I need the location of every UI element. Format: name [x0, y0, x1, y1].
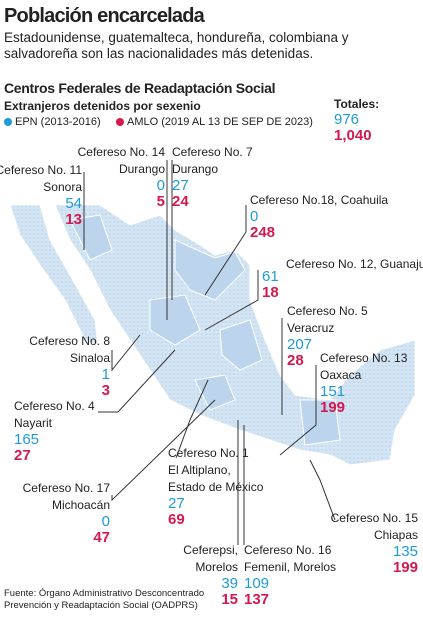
epn-value: 1: [101, 366, 110, 383]
center-label: Cefereso No. 14: [77, 145, 165, 159]
source: Fuente: Órgano Administrativo Desconcent…: [4, 588, 204, 612]
legend-epn: EPN (2013-2016): [15, 116, 101, 128]
center-label: Nayarit: [14, 416, 53, 430]
epn-value: 207: [287, 336, 313, 353]
amlo-value: 199: [320, 399, 346, 416]
amlo-value: 5: [156, 193, 165, 210]
subtitle: Estadounidense, guatemalteca, hondureña,…: [4, 30, 349, 61]
epn-value: 109: [244, 575, 270, 592]
center-label: Cefereso No. 13: [320, 351, 408, 365]
center-label: Cefereso No. 4: [14, 399, 95, 413]
center-label: Cefereso No. 11: [0, 163, 82, 177]
epn-value: 61: [262, 268, 279, 285]
center-label: El Altiplano,: [168, 463, 231, 477]
center-label: Cefereso No. 8: [29, 334, 110, 348]
epn-value: 39: [221, 575, 238, 592]
legend-dot-epn: [4, 118, 12, 126]
epn-value: 27: [168, 495, 185, 512]
center-label: Chiapas: [373, 528, 418, 542]
center-label: Cefereso No. 5: [287, 304, 368, 318]
amlo-value: 27: [14, 447, 31, 464]
center-label: Morelos: [195, 560, 238, 574]
epn-value: 151: [320, 383, 346, 400]
center-label: Cefereso No. 12, Guanajuato: [286, 257, 423, 271]
epn-value: 0: [101, 513, 110, 530]
center-label: Durango: [118, 162, 165, 176]
center-label: Durango: [172, 162, 219, 176]
amlo-value: 69: [168, 511, 185, 528]
center-label: Cefereso No. 1: [168, 446, 249, 460]
amlo-value: 137: [244, 591, 270, 608]
center-label: Michoacán: [51, 498, 110, 512]
section-subtitle: Extranjeros detenidos por sexenio: [4, 99, 201, 113]
center-label: Cefereso No. 7: [172, 145, 253, 159]
source-line: Fuente: Órgano Administrativo Desconcent…: [4, 588, 205, 599]
amlo-value: 18: [262, 284, 279, 301]
center-label: Cefereso No. 17: [22, 481, 110, 495]
amlo-value: 47: [93, 529, 110, 546]
center-label: Sinaloa: [69, 351, 110, 365]
mexico-map: [9, 204, 416, 466]
leader-lines: [83, 160, 336, 545]
amlo-value: 13: [65, 211, 82, 228]
center-label: Estado de México: [168, 480, 264, 494]
section-title: Centros Federales de Readaptación Social: [4, 80, 276, 96]
center-label: Cefereso No. 15: [330, 511, 418, 525]
totals-epn: 976: [334, 111, 360, 128]
amlo-value: 248: [250, 224, 276, 241]
amlo-value: 28: [287, 352, 304, 369]
amlo-value: 15: [221, 591, 238, 608]
center-label: Oaxaca: [320, 368, 362, 382]
center-label: Veracruz: [287, 321, 335, 335]
amlo-value: 199: [392, 559, 418, 576]
center-label: Cefereso No. 16: [244, 543, 332, 557]
epn-value: 54: [65, 195, 82, 212]
totals-label: Totales:: [334, 97, 380, 111]
amlo-value: 3: [101, 382, 110, 399]
legend-amlo: AMLO (2019 AL 13 DE SEP DE 2023): [127, 116, 313, 128]
center-label: Cefereso No.18, Coahuila: [250, 193, 389, 207]
epn-value: 0: [156, 177, 165, 194]
title: Población encarcelada: [4, 5, 205, 27]
epn-value: 0: [250, 208, 259, 225]
epn-value: 135: [392, 543, 418, 560]
amlo-value: 24: [172, 193, 189, 210]
center-label: Femenil, Morelos: [244, 560, 337, 574]
center-label: Sonora: [43, 180, 82, 194]
epn-value: 27: [172, 177, 189, 194]
center-label: Ceferepsi,: [183, 543, 238, 557]
legend-dot-amlo: [116, 118, 124, 126]
epn-value: 165: [14, 431, 40, 448]
source-line: Prevención y Readaptación Social (OADPRS…: [4, 600, 198, 611]
totals-amlo: 1,040: [334, 127, 372, 144]
